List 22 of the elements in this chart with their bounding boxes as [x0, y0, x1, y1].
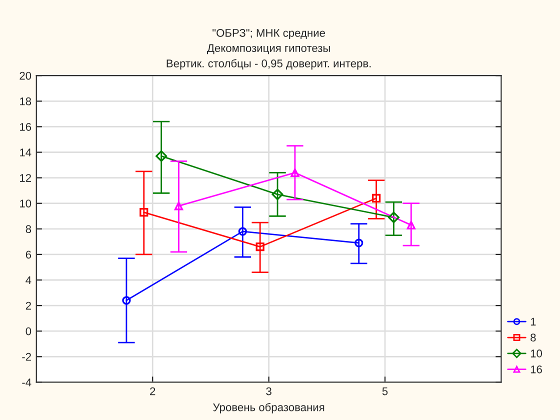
x-axis-title: Уровень образования [213, 402, 324, 414]
y-tick-label: 10 [20, 200, 32, 208]
y-tick-label: -2 [22, 352, 31, 361]
y-tick-label: 12 [20, 174, 31, 182]
y-tick-label: 6 [26, 250, 32, 259]
y-tick-label: 16 [20, 122, 32, 131]
legend-label: 8 [530, 334, 536, 342]
x-tick-label: 5 [382, 387, 388, 396]
y-tick-label: -4 [22, 378, 32, 386]
chart-title: "ОБРЗ"; МНК средние Декомпозиция гипотезы Вертик. столбцы - 0,95 доверит. интерв. [166, 28, 371, 70]
y-tick-label: 4 [26, 276, 32, 284]
legend-label: 1 [530, 318, 536, 326]
y-tick-label: 14 [20, 148, 32, 156]
y-tick-label: 2 [26, 302, 31, 310]
y-tick-label: 0 [26, 327, 32, 336]
legend-label: 10 [530, 350, 542, 358]
x-tick-label: 2 [150, 387, 156, 396]
legend-label: 16 [530, 365, 542, 374]
y-tick-label: 18 [20, 97, 32, 106]
y-tick-label: 8 [26, 225, 32, 234]
x-tick-label: 3 [266, 387, 272, 396]
y-tick-label: 20 [20, 72, 32, 80]
